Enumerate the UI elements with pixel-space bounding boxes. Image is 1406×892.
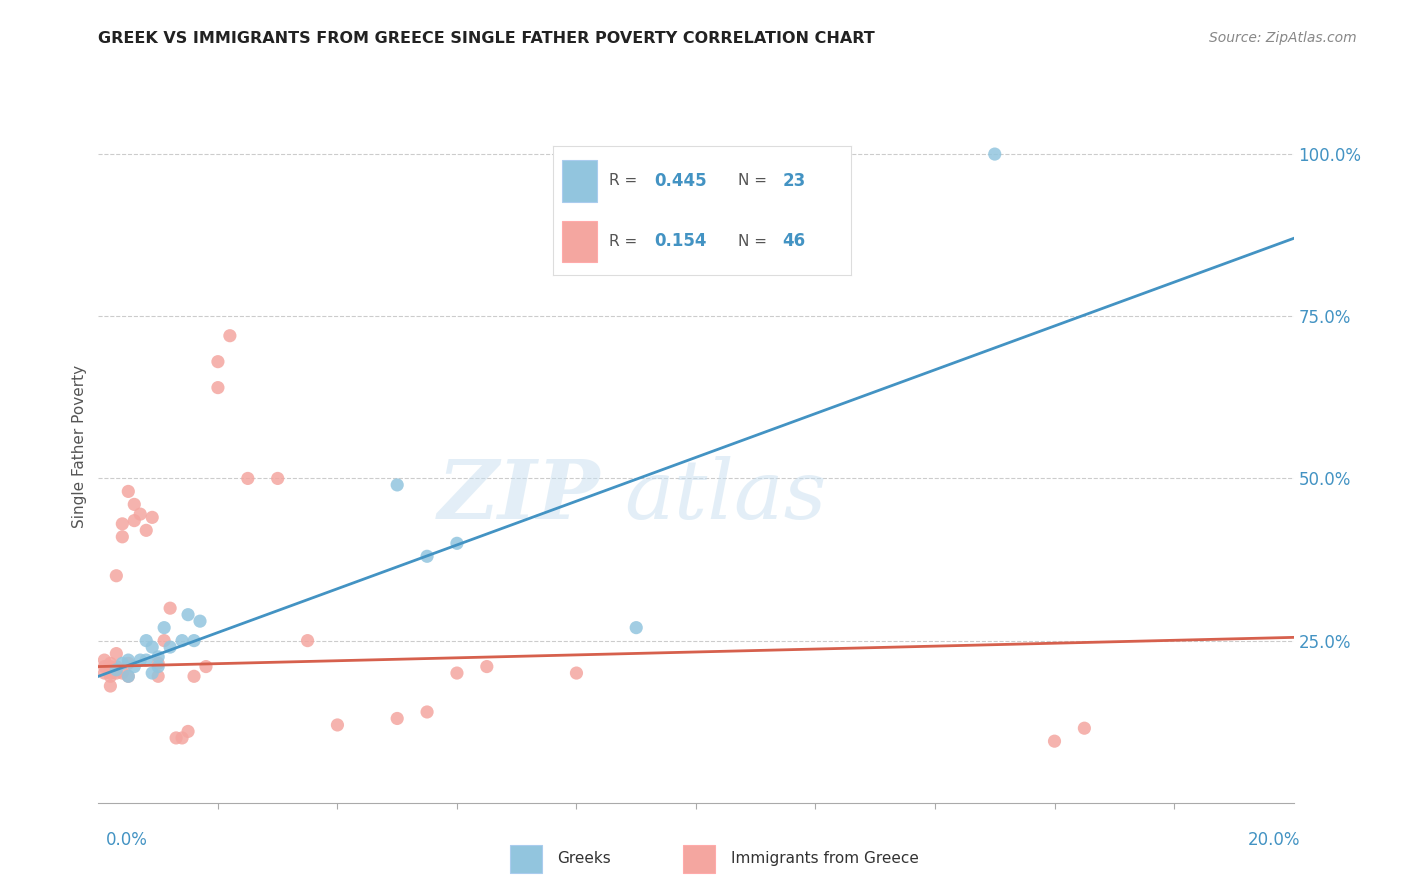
Text: 46: 46 [783, 232, 806, 251]
Point [141, 666, 163, 681]
Point [153, 621, 176, 635]
Point [159, 601, 181, 615]
Point [100, 669, 122, 683]
Point [326, 718, 349, 732]
Point [148, 649, 170, 664]
FancyBboxPatch shape [683, 845, 714, 873]
Point [153, 633, 176, 648]
Point [124, 659, 146, 673]
Point [117, 653, 139, 667]
Point [111, 516, 134, 531]
Text: 0.0%: 0.0% [105, 831, 148, 849]
Point [172, 633, 194, 648]
Text: R =: R = [609, 173, 643, 188]
Point [93, 653, 115, 667]
Point [148, 657, 170, 671]
Point [105, 663, 128, 677]
Point [1043, 734, 1066, 748]
Point [207, 354, 229, 368]
Point [207, 381, 229, 395]
Point [105, 568, 128, 582]
Point [111, 666, 134, 681]
Point [416, 549, 439, 564]
Point [117, 484, 139, 499]
Point [100, 679, 122, 693]
Text: R =: R = [609, 234, 643, 249]
Point [297, 633, 319, 648]
Point [446, 666, 468, 681]
Text: Source: ZipAtlas.com: Source: ZipAtlas.com [1209, 31, 1357, 45]
Point [117, 657, 139, 671]
Text: atlas: atlas [624, 456, 827, 536]
Text: 0.154: 0.154 [654, 232, 707, 251]
Point [385, 711, 409, 725]
Point [188, 614, 211, 628]
Point [129, 507, 152, 521]
FancyBboxPatch shape [510, 845, 541, 873]
Text: N =: N = [738, 173, 772, 188]
Point [416, 705, 439, 719]
Point [267, 471, 290, 485]
Point [165, 731, 187, 745]
Point [117, 669, 139, 683]
Text: 23: 23 [783, 172, 806, 190]
Point [105, 647, 128, 661]
Point [446, 536, 468, 550]
Text: N =: N = [738, 234, 772, 249]
Point [183, 633, 205, 648]
Point [100, 659, 122, 673]
Point [141, 640, 163, 654]
Point [172, 731, 194, 745]
Point [135, 524, 157, 538]
Point [1073, 721, 1095, 735]
Point [183, 669, 205, 683]
Text: 0.445: 0.445 [654, 172, 707, 190]
Point [177, 607, 200, 622]
Point [111, 657, 134, 671]
Point [219, 328, 242, 343]
Text: Greeks: Greeks [557, 851, 612, 866]
Point [93, 666, 115, 681]
FancyBboxPatch shape [561, 221, 598, 262]
Point [100, 657, 122, 671]
Text: GREEK VS IMMIGRANTS FROM GREECE SINGLE FATHER POVERTY CORRELATION CHART: GREEK VS IMMIGRANTS FROM GREECE SINGLE F… [98, 31, 875, 46]
Point [626, 621, 648, 635]
Point [148, 669, 170, 683]
Point [105, 659, 128, 673]
Point [565, 666, 588, 681]
Point [105, 666, 128, 681]
Point [475, 659, 498, 673]
Point [141, 510, 163, 524]
Point [124, 497, 146, 511]
Point [135, 633, 157, 648]
FancyBboxPatch shape [561, 161, 598, 202]
Point [93, 659, 115, 673]
Point [159, 640, 181, 654]
Point [148, 659, 170, 673]
Point [177, 724, 200, 739]
Point [129, 653, 152, 667]
Point [135, 653, 157, 667]
Point [195, 659, 218, 673]
Point [100, 666, 122, 681]
Y-axis label: Single Father Poverty: Single Father Poverty [72, 365, 87, 527]
Text: 20.0%: 20.0% [1249, 831, 1301, 849]
Point [385, 478, 409, 492]
Point [984, 147, 1007, 161]
Point [111, 530, 134, 544]
Point [236, 471, 259, 485]
Text: ZIP: ZIP [437, 456, 600, 536]
Text: Immigrants from Greece: Immigrants from Greece [731, 851, 918, 866]
Point [117, 669, 139, 683]
Point [124, 514, 146, 528]
